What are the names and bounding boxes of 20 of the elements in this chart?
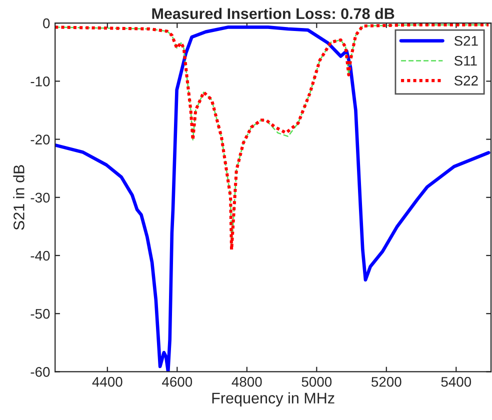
x-tick-label: 5000	[302, 376, 332, 387]
y-tick-label: 0	[43, 18, 50, 28]
legend-label: S11	[454, 56, 477, 66]
x-tick-label: 4400	[92, 376, 122, 387]
y-tick-label: -50	[30, 308, 50, 319]
legend-label: S22	[454, 76, 478, 86]
line-series	[55, 25, 490, 372]
x-tick-label: 4600	[162, 376, 192, 387]
y-tick-label: -10	[30, 76, 50, 86]
y-tick-label: -20	[30, 134, 50, 144]
x-axis-title: Frequency in MHz	[212, 392, 334, 407]
x-tick-label: 5400	[441, 376, 472, 387]
y-tick-label: -40	[30, 250, 50, 261]
y-axis-title: S21 in dB	[13, 165, 24, 230]
x-tick-label: 5200	[372, 376, 402, 387]
chart-title: Measured Insertion Loss: 0.78 dB	[152, 8, 394, 20]
legend-label: S21	[454, 36, 478, 46]
x-tick-label: 4800	[232, 376, 262, 387]
y-tick-label: -30	[30, 192, 50, 203]
y-tick-label: -60	[30, 367, 50, 377]
